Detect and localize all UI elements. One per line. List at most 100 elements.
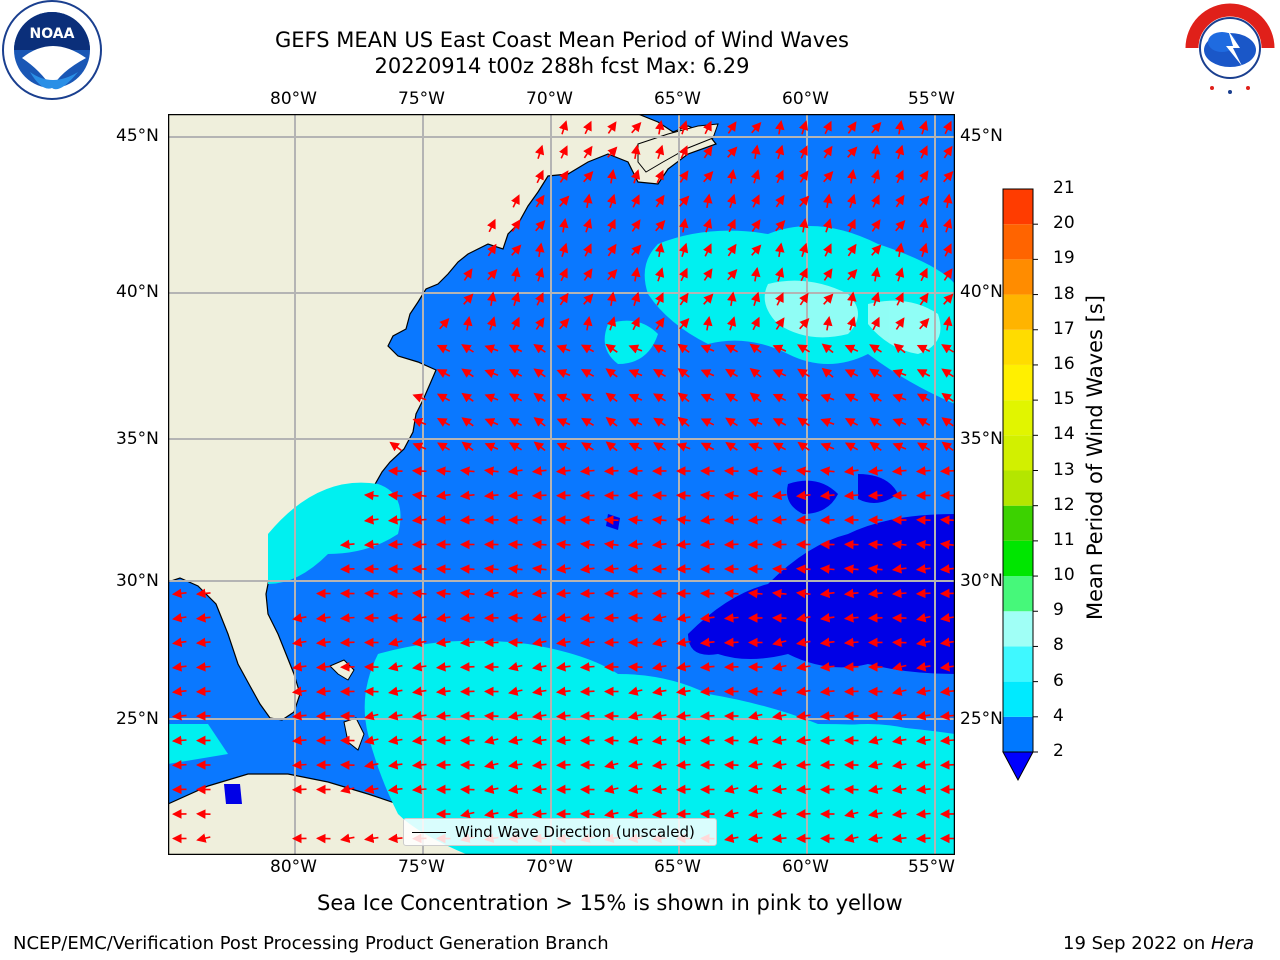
wave-direction-arrow (412, 686, 427, 697)
legend-line-swatch (412, 832, 446, 833)
wave-direction-arrow (388, 760, 403, 770)
wave-direction-arrow (652, 662, 667, 672)
lat-label-right-25n: 25°N (960, 709, 1003, 729)
wave-direction-arrow (916, 662, 931, 672)
wave-direction-arrow (915, 735, 931, 746)
wave-direction-arrow (388, 637, 403, 647)
wave-direction-arrow (583, 268, 593, 281)
wave-direction-arrow (751, 244, 762, 256)
wave-direction-arrow (435, 466, 451, 476)
wave-direction-arrow (771, 515, 787, 525)
wave-direction-arrow (795, 760, 811, 770)
wave-direction-arrow (364, 735, 379, 745)
wave-direction-arrow (727, 269, 738, 281)
wave-direction-arrow (843, 466, 859, 476)
wave-direction-arrow (677, 392, 690, 403)
wave-direction-arrow (579, 564, 595, 574)
wave-direction-arrow (870, 316, 880, 331)
wave-direction-arrow (702, 218, 713, 233)
wave-direction-arrow (555, 564, 571, 574)
wave-direction-arrow (558, 267, 568, 282)
colorbar-segment (1003, 294, 1033, 330)
wave-direction-arrow (868, 735, 883, 745)
wave-direction-arrow (823, 193, 833, 209)
wave-direction-arrow (916, 344, 931, 354)
wave-direction-arrow (772, 418, 787, 427)
wave-direction-arrow (916, 711, 931, 721)
wave-direction-arrow (508, 661, 523, 672)
period-6-8-areas (764, 280, 941, 354)
wave-direction-arrow (508, 711, 523, 721)
wave-direction-arrow (387, 784, 403, 795)
wave-direction-arrow (939, 539, 955, 550)
wave-direction-arrow (939, 711, 955, 721)
wave-direction-arrow (797, 441, 810, 452)
wave-direction-arrow (699, 662, 715, 672)
wave-direction-arrow (796, 637, 811, 647)
wave-direction-arrow (291, 760, 307, 770)
sea-ice-note: Sea Ice Concentration > 15% is shown in … (317, 891, 903, 915)
wave-direction-arrow (559, 292, 569, 306)
wave-direction-arrow (555, 539, 571, 550)
wave-direction-arrow (291, 784, 307, 795)
wave-direction-arrow (772, 711, 787, 721)
wave-direction-arrow (461, 441, 474, 452)
wave-direction-arrow (484, 442, 499, 452)
wave-direction-arrow (533, 368, 546, 378)
legend-label: Wind Wave Direction (unscaled) (455, 823, 695, 841)
wave-direction-arrow (630, 291, 641, 306)
wave-direction-arrow (892, 711, 907, 721)
wave-direction-arrow (653, 393, 667, 403)
wave-direction-arrow (652, 344, 667, 354)
wave-direction-arrow (675, 735, 691, 746)
wave-direction-arrow (867, 466, 883, 476)
wave-direction-arrow (797, 393, 810, 403)
wave-direction-arrow (606, 218, 616, 233)
wave-direction-arrow (532, 662, 547, 672)
wave-direction-arrow (941, 441, 954, 452)
wave-direction-arrow (655, 194, 665, 208)
wave-direction-arrow (555, 588, 571, 599)
wave-direction-arrow (846, 316, 857, 331)
wave-direction-arrow (484, 344, 499, 354)
wave-direction-arrow (509, 417, 523, 427)
wave-direction-arrow (918, 120, 929, 135)
wave-direction-arrow (750, 316, 760, 331)
colorbar-tick-label: 19 (1053, 248, 1075, 269)
wave-direction-arrow (751, 219, 761, 232)
wave-direction-arrow (895, 220, 906, 232)
colorbar-segment (1003, 716, 1033, 752)
wave-direction-arrow (439, 318, 450, 330)
wave-direction-arrow (534, 144, 545, 159)
wave-direction-arrow (507, 466, 523, 476)
wave-direction-arrow (699, 711, 715, 721)
wave-direction-arrow (556, 344, 571, 354)
wave-direction-arrow (895, 317, 905, 330)
wave-direction-arrow (315, 637, 331, 648)
wave-direction-arrow (484, 393, 499, 403)
wave-direction-arrow (795, 490, 811, 501)
colorbar-under-triangle (1002, 751, 1034, 782)
wave-direction-arrow (677, 343, 690, 354)
wave-direction-arrow (723, 515, 739, 525)
wave-direction-arrow (461, 368, 474, 378)
lon-label-top-80w: 80°W (270, 89, 317, 109)
wave-direction-arrow (799, 292, 809, 306)
wave-direction-arrow (411, 588, 427, 599)
wave-direction-arrow (412, 418, 427, 428)
noaa-logo-text: NOAA (30, 26, 75, 42)
wave-direction-arrow (798, 145, 808, 159)
wave-direction-arrow (195, 686, 211, 697)
wave-direction-arrow (847, 269, 858, 281)
wave-direction-arrow (941, 392, 954, 403)
wave-direction-arrow (652, 637, 667, 647)
wave-direction-arrow (484, 760, 499, 770)
wave-direction-arrow (651, 539, 667, 550)
wave-direction-arrow (869, 393, 882, 403)
wave-direction-arrow (484, 418, 499, 428)
wave-direction-arrow (919, 292, 929, 306)
wave-direction-arrow (847, 169, 857, 184)
wave-direction-arrow (508, 369, 523, 378)
wave-direction-arrow (559, 218, 569, 233)
lat-label-left-35n: 35°N (116, 429, 159, 449)
